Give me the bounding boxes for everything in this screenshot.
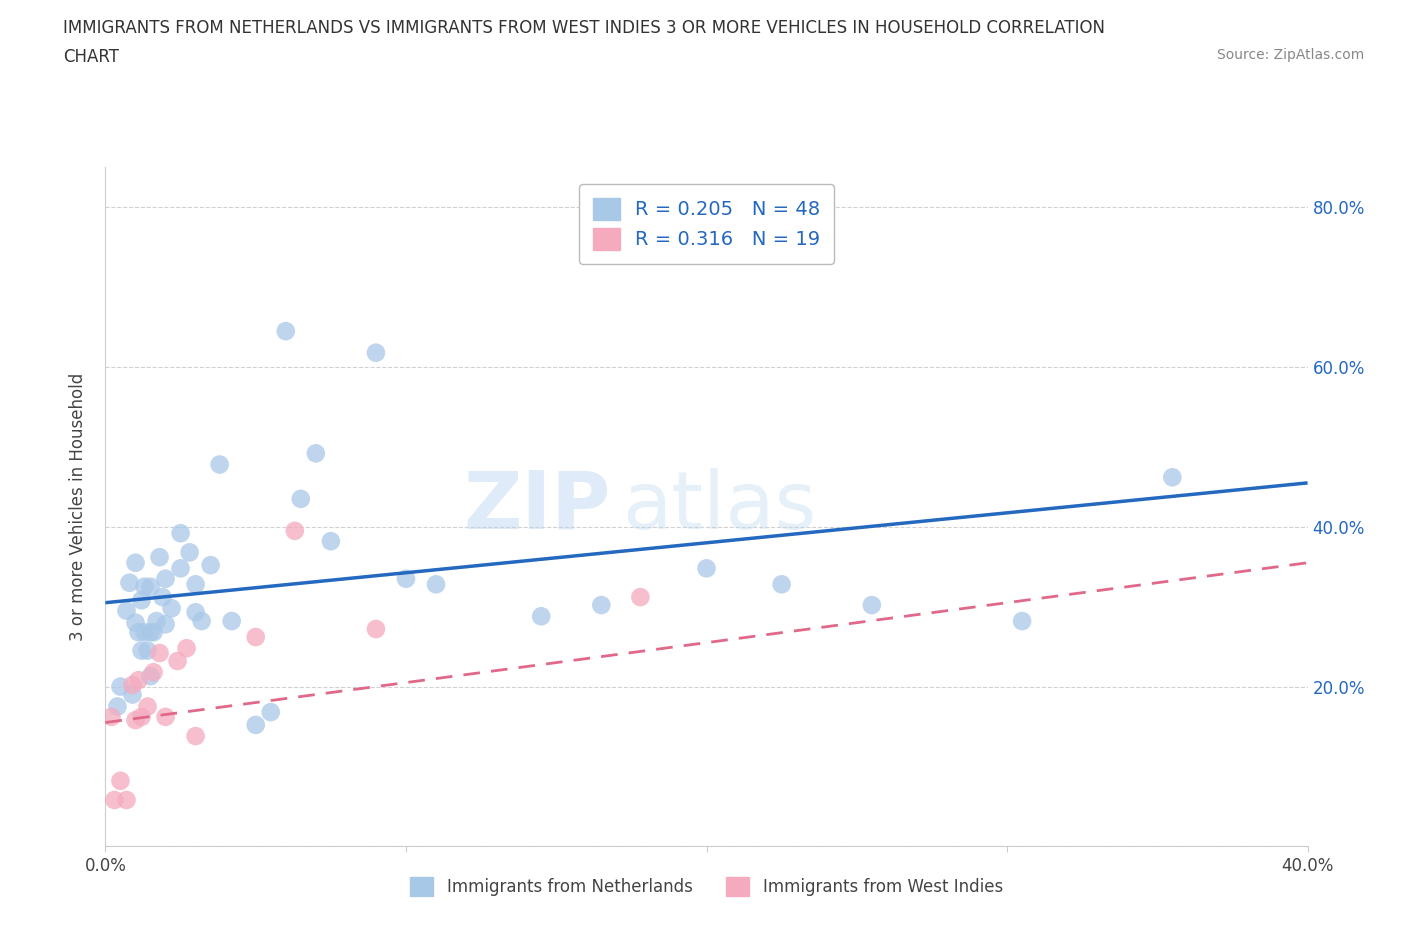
Point xyxy=(770,577,793,591)
Point xyxy=(364,621,387,636)
Point xyxy=(245,630,267,644)
Point xyxy=(107,699,129,714)
Point xyxy=(134,579,156,594)
Point xyxy=(160,601,183,616)
Point xyxy=(131,710,153,724)
Point xyxy=(124,712,146,727)
Point xyxy=(128,625,150,640)
Point xyxy=(145,614,167,629)
Point xyxy=(184,728,207,743)
Point xyxy=(245,717,267,732)
Point xyxy=(124,555,146,570)
Point xyxy=(530,609,553,624)
Point xyxy=(134,625,156,640)
Point xyxy=(115,604,138,618)
Point xyxy=(152,590,174,604)
Point xyxy=(364,345,387,360)
Point xyxy=(155,571,177,586)
Point xyxy=(208,457,231,472)
Point xyxy=(131,644,153,658)
Point xyxy=(103,792,125,807)
Point xyxy=(169,525,191,540)
Point xyxy=(425,577,447,591)
Text: Source: ZipAtlas.com: Source: ZipAtlas.com xyxy=(1216,48,1364,62)
Point xyxy=(1011,614,1033,629)
Point xyxy=(260,705,283,720)
Point xyxy=(395,571,418,586)
Point xyxy=(121,687,143,702)
Point xyxy=(148,550,170,565)
Point xyxy=(190,614,212,629)
Point xyxy=(124,616,146,631)
Point xyxy=(591,598,613,613)
Text: ZIP: ZIP xyxy=(463,468,610,546)
Point xyxy=(155,617,177,631)
Point xyxy=(166,654,188,669)
Point xyxy=(142,625,165,640)
Legend: Immigrants from Netherlands, Immigrants from West Indies: Immigrants from Netherlands, Immigrants … xyxy=(404,870,1010,902)
Point xyxy=(284,524,307,538)
Point xyxy=(142,665,165,680)
Point xyxy=(139,669,162,684)
Point xyxy=(184,604,207,619)
Point xyxy=(128,672,150,687)
Point xyxy=(290,491,312,506)
Point xyxy=(179,545,201,560)
Point xyxy=(121,678,143,693)
Point xyxy=(184,577,207,591)
Point xyxy=(131,592,153,607)
Point xyxy=(110,774,132,789)
Point xyxy=(274,324,297,339)
Point xyxy=(136,644,159,658)
Point xyxy=(155,710,177,724)
Point xyxy=(115,792,138,807)
Point xyxy=(221,614,243,629)
Point xyxy=(176,641,198,656)
Point xyxy=(169,561,191,576)
Point xyxy=(100,710,122,724)
Point xyxy=(139,579,162,594)
Point xyxy=(118,576,141,591)
Point xyxy=(148,645,170,660)
Point xyxy=(110,679,132,694)
Point xyxy=(139,625,162,640)
Text: CHART: CHART xyxy=(63,48,120,66)
Text: atlas: atlas xyxy=(623,468,817,546)
Y-axis label: 3 or more Vehicles in Household: 3 or more Vehicles in Household xyxy=(69,373,87,641)
Point xyxy=(305,445,328,460)
Point xyxy=(319,534,342,549)
Point xyxy=(696,561,718,576)
Point xyxy=(860,598,883,613)
Point xyxy=(136,699,159,714)
Text: IMMIGRANTS FROM NETHERLANDS VS IMMIGRANTS FROM WEST INDIES 3 OR MORE VEHICLES IN: IMMIGRANTS FROM NETHERLANDS VS IMMIGRANT… xyxy=(63,19,1105,36)
Point xyxy=(200,558,222,573)
Point xyxy=(1161,470,1184,485)
Point xyxy=(628,590,651,604)
